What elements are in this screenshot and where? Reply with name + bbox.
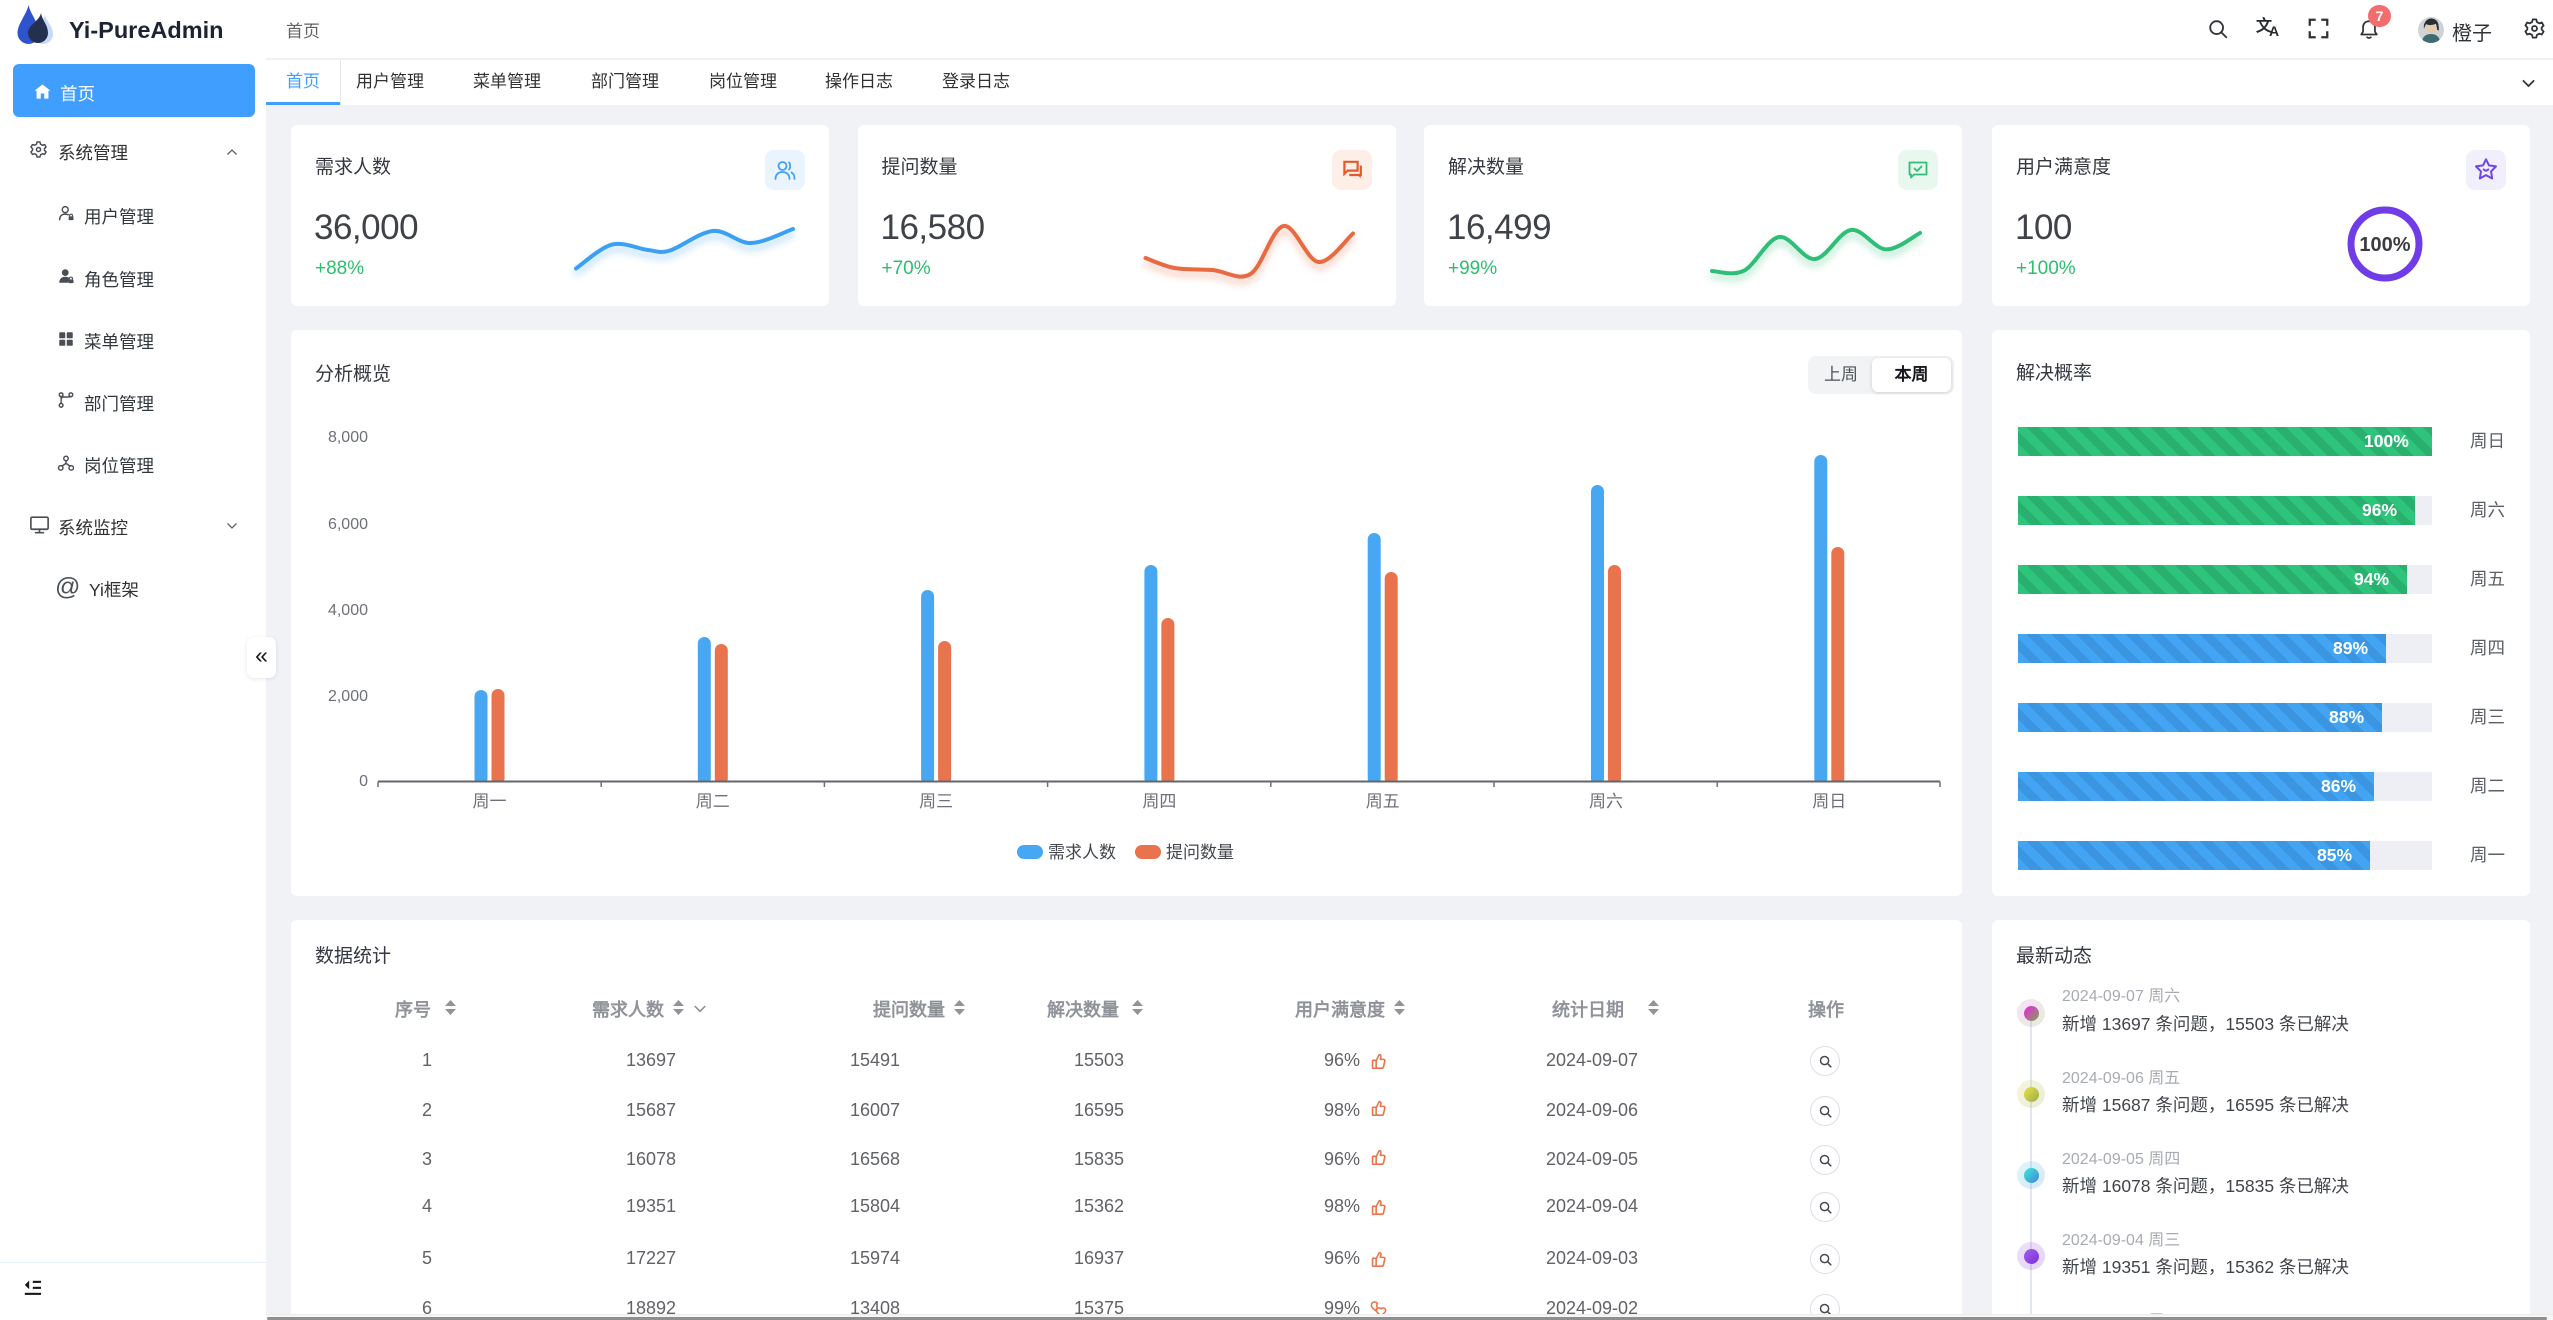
svg-text:2,000: 2,000 (328, 688, 368, 705)
svg-text:0: 0 (359, 773, 368, 790)
svg-text:8,000: 8,000 (328, 429, 368, 446)
svg-text:周四: 周四 (1142, 792, 1176, 811)
svg-text:6,000: 6,000 (328, 516, 368, 533)
svg-text:提问数量: 提问数量 (1166, 843, 1234, 862)
svg-text:周二: 周二 (696, 792, 730, 811)
svg-text:100%: 100% (2359, 234, 2410, 256)
svg-text:周日: 周日 (1812, 792, 1846, 811)
svg-text:4,000: 4,000 (328, 602, 368, 619)
svg-text:周三: 周三 (919, 792, 953, 811)
svg-text:周五: 周五 (1366, 792, 1400, 811)
svg-text:周一: 周一 (473, 792, 507, 811)
svg-text:需求人数: 需求人数 (1048, 843, 1116, 862)
svg-text:周六: 周六 (1589, 792, 1623, 811)
